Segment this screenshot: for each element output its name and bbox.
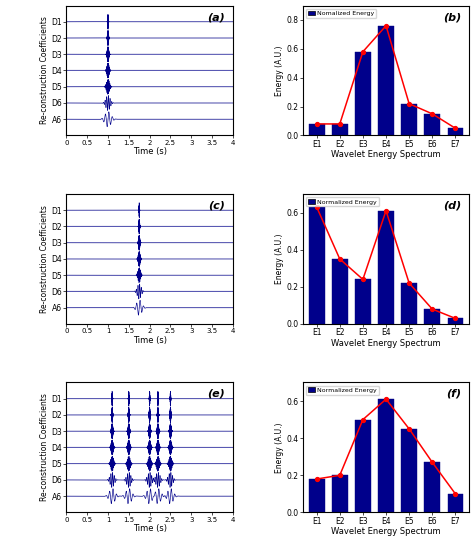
Y-axis label: Re-construction Coefficients: Re-construction Coefficients xyxy=(40,17,49,125)
Bar xyxy=(309,124,325,136)
Bar xyxy=(424,114,440,136)
Bar xyxy=(355,420,371,512)
Y-axis label: Re-construction Coefficients: Re-construction Coefficients xyxy=(40,393,49,501)
Bar xyxy=(447,318,463,324)
Bar xyxy=(309,479,325,512)
Legend: Nomalized Energy: Nomalized Energy xyxy=(306,9,376,18)
Bar xyxy=(401,429,417,512)
Y-axis label: Re-construction Coefficients: Re-construction Coefficients xyxy=(40,205,49,313)
X-axis label: Time (s): Time (s) xyxy=(133,336,166,344)
Bar xyxy=(378,399,394,512)
Y-axis label: Energy (A.U.): Energy (A.U.) xyxy=(275,234,284,284)
Bar xyxy=(424,309,440,324)
Legend: Normalized Energy: Normalized Energy xyxy=(306,386,379,395)
Text: (e): (e) xyxy=(207,389,225,399)
Y-axis label: Energy (A.U.): Energy (A.U.) xyxy=(275,45,284,96)
Bar xyxy=(332,476,347,512)
Bar xyxy=(447,494,463,512)
Text: (c): (c) xyxy=(208,201,225,210)
Text: (f): (f) xyxy=(446,389,461,399)
Text: (d): (d) xyxy=(443,201,461,210)
Text: (b): (b) xyxy=(443,12,461,22)
Bar xyxy=(378,26,394,136)
Bar xyxy=(401,104,417,136)
Bar xyxy=(332,124,347,136)
Bar xyxy=(355,279,371,324)
Bar xyxy=(332,259,347,324)
Bar xyxy=(378,210,394,324)
X-axis label: Time (s): Time (s) xyxy=(133,147,166,156)
Legend: Normalized Energy: Normalized Energy xyxy=(306,197,379,207)
X-axis label: Wavelet Energy Spectrum: Wavelet Energy Spectrum xyxy=(331,338,441,348)
Bar xyxy=(424,462,440,512)
Bar xyxy=(401,283,417,324)
Bar xyxy=(355,52,371,136)
Bar xyxy=(309,207,325,324)
X-axis label: Wavelet Energy Spectrum: Wavelet Energy Spectrum xyxy=(331,150,441,159)
Bar xyxy=(447,128,463,136)
X-axis label: Wavelet Energy Spectrum: Wavelet Energy Spectrum xyxy=(331,527,441,536)
Text: (a): (a) xyxy=(207,12,225,22)
X-axis label: Time (s): Time (s) xyxy=(133,524,166,533)
Y-axis label: Energy (A.U.): Energy (A.U.) xyxy=(275,422,284,473)
